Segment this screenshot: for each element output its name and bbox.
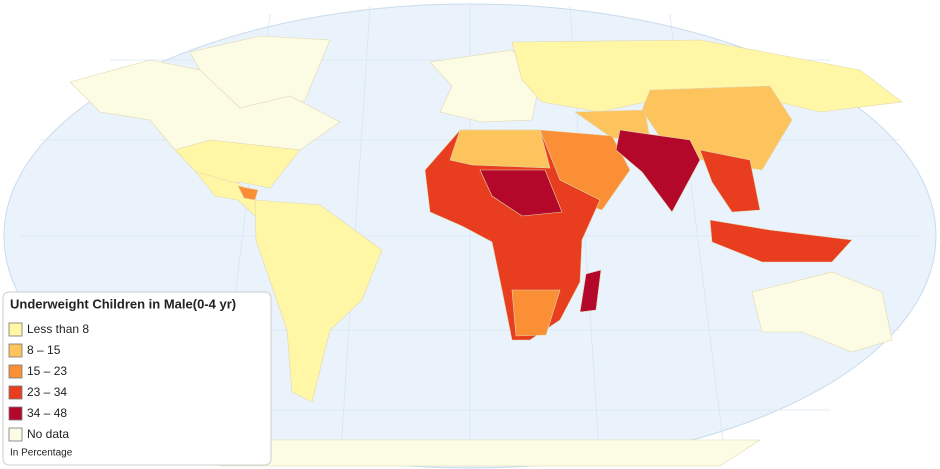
legend-label: 8 – 15 bbox=[27, 343, 61, 357]
legend-label: 23 – 34 bbox=[27, 385, 67, 399]
south-asia bbox=[615, 129, 701, 213]
legend-label: No data bbox=[27, 427, 69, 441]
legend-swatch bbox=[8, 322, 23, 337]
africa bbox=[424, 129, 601, 341]
legend-box bbox=[2, 291, 272, 466]
southeast-asia bbox=[699, 149, 761, 213]
north-africa bbox=[449, 129, 551, 169]
countries bbox=[69, 35, 903, 467]
legend-label: 34 – 48 bbox=[27, 406, 67, 420]
legend-title: Underweight Children in Male(0-4 yr) bbox=[10, 296, 236, 311]
legend: Underweight Children in Male(0-4 yr) In … bbox=[2, 291, 272, 466]
madagascar bbox=[579, 269, 602, 313]
legend-swatch bbox=[8, 364, 23, 379]
south-america bbox=[254, 199, 383, 403]
australia bbox=[751, 271, 893, 353]
legend-label: 15 – 23 bbox=[27, 364, 67, 378]
legend-swatch bbox=[8, 385, 23, 400]
legend-swatch bbox=[8, 406, 23, 421]
sahel bbox=[479, 169, 563, 217]
legend-note: In Percentage bbox=[10, 448, 73, 459]
legend-label: Less than 8 bbox=[27, 322, 89, 336]
legend-swatch bbox=[8, 427, 23, 442]
central-america bbox=[195, 171, 263, 217]
north-america-north bbox=[69, 59, 341, 151]
southern-africa bbox=[511, 289, 561, 337]
legend-swatch bbox=[8, 343, 23, 358]
indonesia bbox=[709, 219, 853, 263]
